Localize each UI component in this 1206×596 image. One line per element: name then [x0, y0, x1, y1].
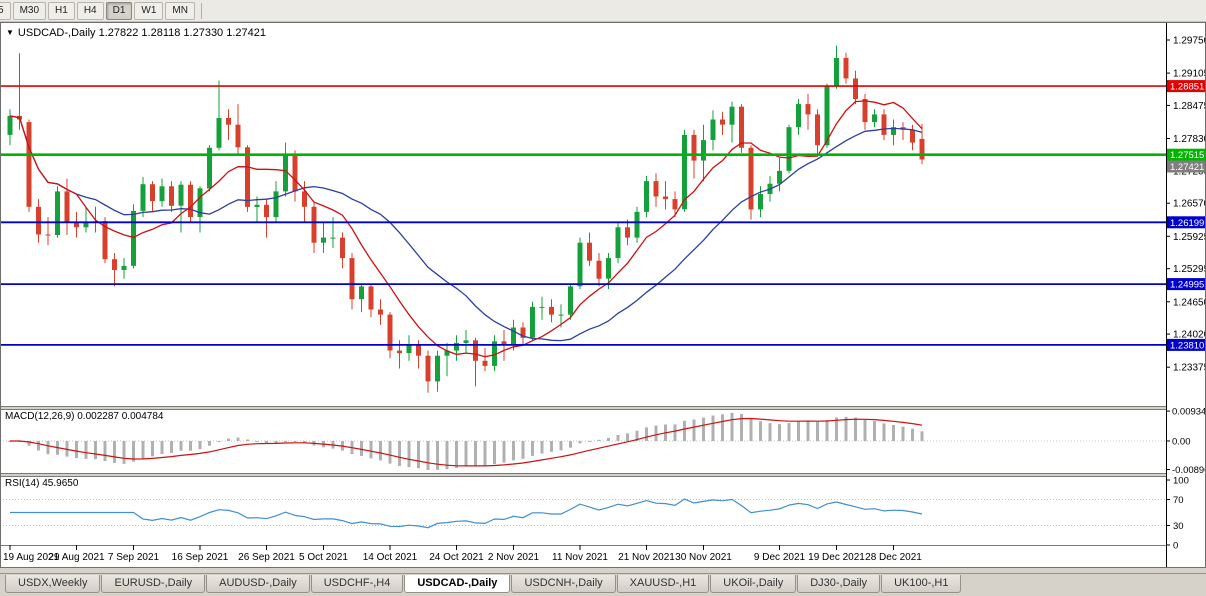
tab-audusd-daily[interactable]: AUDUSD-,Daily [206, 575, 310, 593]
tab-usdchf-h4[interactable]: USDCHF-,H4 [310, 575, 404, 593]
price-badge-1.24995: 1.24995 [1167, 278, 1206, 291]
chart-ohlc-text: USDCAD-,Daily 1.27822 1.28118 1.27330 1.… [17, 27, 266, 39]
svg-text:26 Sep 2021: 26 Sep 2021 [238, 552, 295, 563]
svg-text:19 Dec 2021: 19 Dec 2021 [808, 552, 865, 563]
svg-text:30 Nov 2021: 30 Nov 2021 [675, 552, 732, 563]
price-badge-1.27515: 1.27515 [1167, 148, 1206, 161]
tab-usdx-weekly[interactable]: USDX,Weekly [5, 575, 101, 593]
svg-text:1.23375: 1.23375 [1173, 363, 1206, 374]
tab-dj30-daily[interactable]: DJ30-,Daily [797, 575, 881, 593]
chart-canvas[interactable]: 1.297501.291051.284751.278301.272001.265… [0, 22, 1206, 568]
macd-label: MACD(12,26,9) 0.002287 0.004784 [5, 411, 164, 422]
timeframe-button-mn[interactable]: MN [165, 1, 195, 20]
svg-text:70: 70 [1173, 495, 1184, 506]
rsi-indicator [0, 498, 1166, 529]
tab-usdcad-daily[interactable]: USDCAD-,Daily [404, 575, 511, 593]
svg-text:21 Nov 2021: 21 Nov 2021 [618, 552, 675, 563]
chart-dropdown-icon[interactable]: ▼ [6, 28, 14, 37]
rsi-label: RSI(14) 45.9650 [5, 478, 79, 489]
tab-ukoil-daily[interactable]: UKOil-,Daily [710, 575, 797, 593]
svg-text:1.24020: 1.24020 [1173, 330, 1206, 341]
timeframe-toolbar: 5 M30 H1 H4 D1 W1 MN [0, 0, 1206, 22]
svg-text:1.26570: 1.26570 [1173, 199, 1206, 210]
svg-text:0: 0 [1173, 541, 1178, 552]
chart-title: ▼ USDCAD-,Daily 1.27822 1.28118 1.27330 1… [6, 27, 266, 39]
svg-text:-0.00890: -0.00890 [1172, 465, 1206, 476]
timeframe-button-5[interactable]: 5 [0, 1, 11, 20]
svg-text:19 Aug 2021: 19 Aug 2021 [3, 552, 60, 563]
tab-xauusd-h1[interactable]: XAUUSD-,H1 [616, 575, 710, 593]
svg-text:1.27421: 1.27421 [1170, 162, 1204, 173]
svg-text:0.00: 0.00 [1172, 437, 1191, 448]
svg-text:1.27515: 1.27515 [1170, 150, 1204, 161]
price-axis[interactable]: 1.297501.291051.284751.278301.272001.265… [1166, 22, 1206, 568]
svg-text:1.23810: 1.23810 [1170, 340, 1204, 351]
svg-text:29 Aug 2021: 29 Aug 2021 [48, 552, 105, 563]
moving-averages [9, 100, 923, 358]
svg-text:1.24995: 1.24995 [1170, 280, 1204, 291]
svg-text:2 Nov 2021: 2 Nov 2021 [488, 552, 540, 563]
svg-text:1.24650: 1.24650 [1173, 297, 1206, 308]
svg-text:1.26199: 1.26199 [1170, 218, 1204, 229]
price-badge-1.27421: 1.27421 [1167, 160, 1206, 173]
macd-indicator [0, 412, 1166, 470]
svg-text:100: 100 [1173, 476, 1189, 487]
svg-text:7 Sep 2021: 7 Sep 2021 [108, 552, 160, 563]
horizontal-level-lines[interactable] [0, 85, 1166, 346]
svg-text:14 Oct 2021: 14 Oct 2021 [363, 552, 418, 563]
price-badge-1.26199: 1.26199 [1167, 216, 1206, 229]
svg-text:11 Nov 2021: 11 Nov 2021 [552, 552, 608, 563]
svg-text:1.29750: 1.29750 [1173, 35, 1206, 46]
tab-usdcnh-daily[interactable]: USDCNH-,Daily [511, 575, 616, 593]
svg-text:1.29105: 1.29105 [1173, 69, 1206, 80]
svg-text:1.27830: 1.27830 [1173, 134, 1206, 145]
price-badge-1.23810: 1.23810 [1167, 338, 1206, 351]
svg-text:24 Oct 2021: 24 Oct 2021 [429, 552, 484, 563]
svg-text:30: 30 [1173, 521, 1184, 532]
svg-text:16 Sep 2021: 16 Sep 2021 [172, 552, 229, 563]
chart-tabbar: USDX,Weekly EURUSD-,Daily AUDUSD-,Daily USD… [0, 573, 1206, 596]
panel-borders [0, 406, 1206, 546]
timeframe-button-d1[interactable]: D1 [105, 1, 133, 20]
svg-text:1.25295: 1.25295 [1173, 264, 1206, 275]
timeframe-button-h4[interactable]: H4 [76, 1, 104, 20]
toolbar-separator [200, 2, 202, 19]
svg-text:5 Oct 2021: 5 Oct 2021 [299, 552, 348, 563]
svg-text:0.00934: 0.00934 [1172, 407, 1206, 418]
svg-text:9 Dec 2021: 9 Dec 2021 [754, 552, 806, 563]
timeframe-button-h1[interactable]: H1 [48, 1, 75, 20]
tab-uk100-h1[interactable]: UK100-,H1 [881, 575, 962, 593]
svg-text:1.25925: 1.25925 [1173, 232, 1206, 243]
svg-text:1.28851: 1.28851 [1170, 82, 1204, 93]
price-badge-1.28851: 1.28851 [1167, 80, 1206, 93]
tab-eurusd-daily[interactable]: EURUSD-,Daily [101, 575, 206, 593]
svg-text:28 Dec 2021: 28 Dec 2021 [865, 552, 922, 563]
timeframe-button-w1[interactable]: W1 [134, 1, 164, 20]
timeframe-button-m30[interactable]: M30 [12, 1, 47, 20]
chart-window[interactable]: 1.297501.291051.284751.278301.272001.265… [0, 22, 1206, 568]
svg-text:1.28475: 1.28475 [1173, 101, 1206, 112]
chart-background [0, 22, 1206, 568]
